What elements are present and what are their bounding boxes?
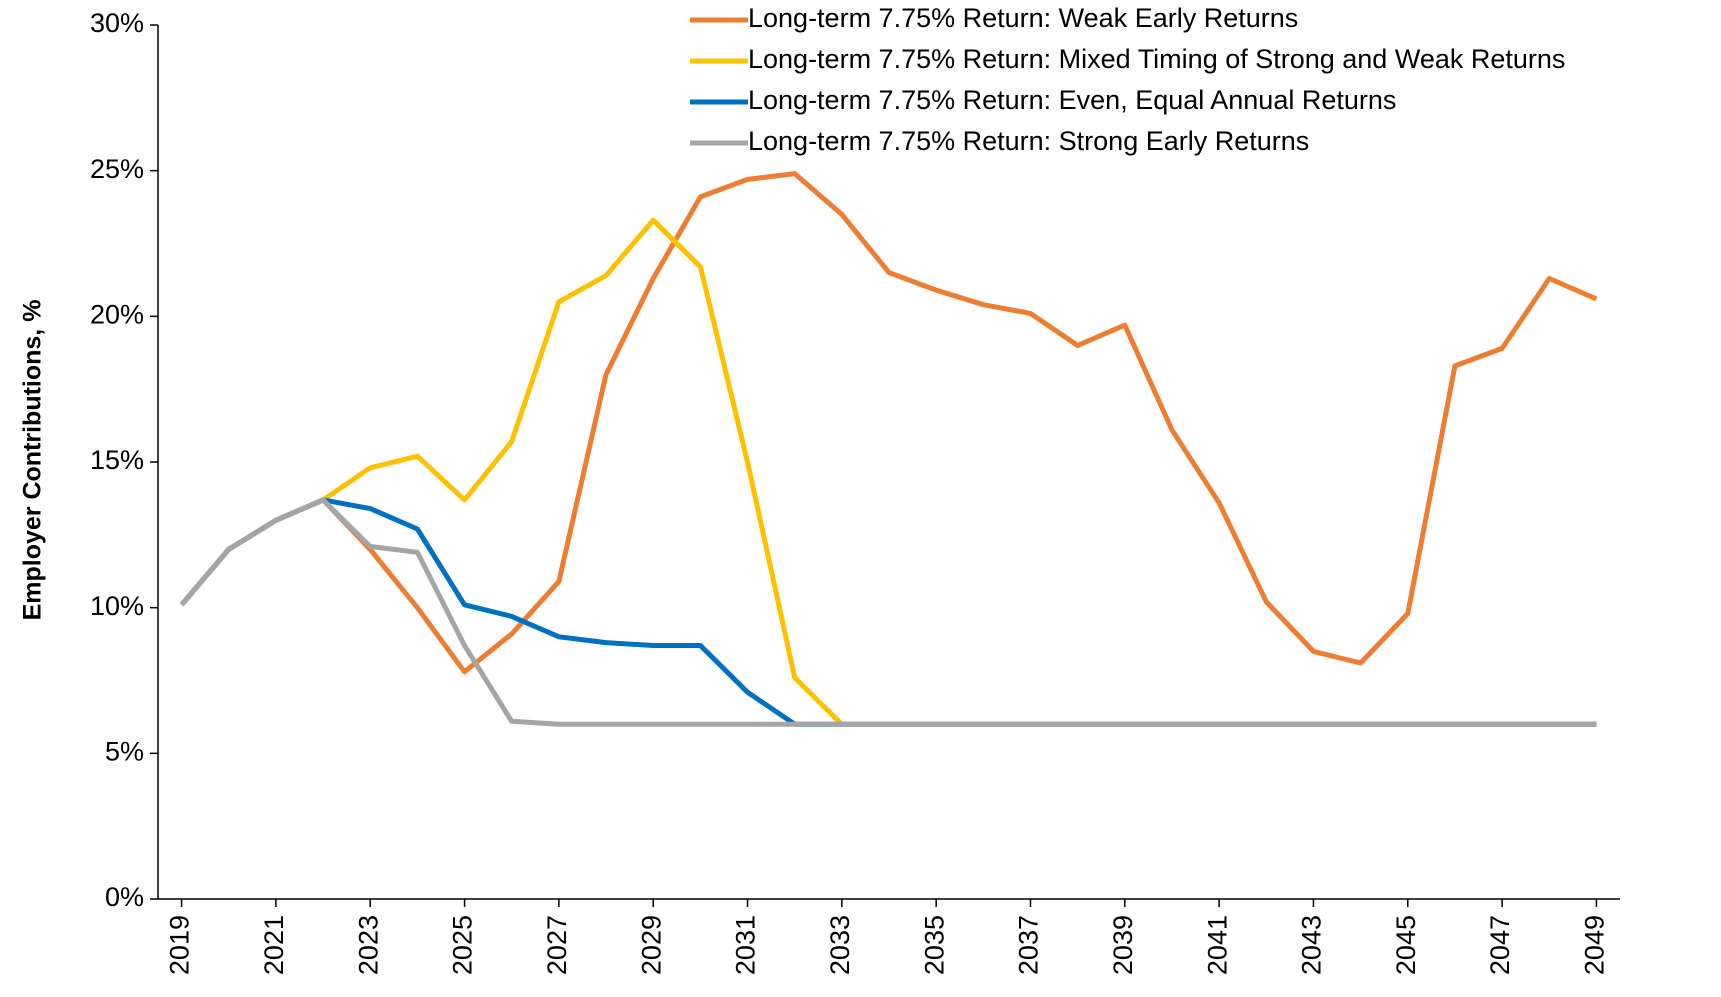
y-tick-label: 0%: [105, 882, 144, 912]
x-tick-label: 2025: [448, 915, 478, 975]
y-tick-label: 10%: [90, 591, 144, 621]
x-tick-label: 2035: [919, 915, 949, 975]
y-tick-label: 25%: [90, 154, 144, 184]
legend-label: Long-term 7.75% Return: Strong Early Ret…: [748, 126, 1309, 156]
x-tick-label: 2037: [1014, 915, 1044, 975]
y-tick-label: 20%: [90, 299, 144, 329]
x-tick-label: 2029: [636, 915, 666, 975]
x-tick-label: 2039: [1108, 915, 1138, 975]
x-tick-label: 2019: [165, 915, 195, 975]
legend-label: Long-term 7.75% Return: Weak Early Retur…: [748, 3, 1298, 33]
legend-label: Long-term 7.75% Return: Even, Equal Annu…: [748, 85, 1396, 115]
y-tick-label: 30%: [90, 8, 144, 38]
x-tick-label: 2023: [353, 915, 383, 975]
x-tick-label: 2033: [825, 915, 855, 975]
x-tick-label: 2021: [259, 915, 289, 975]
x-tick-label: 2049: [1580, 915, 1610, 975]
x-tick-label: 2047: [1485, 915, 1515, 975]
series-line: [179, 217, 1597, 727]
y-axis-label: Employer Contributions, %: [19, 300, 47, 621]
series-line: [179, 497, 1597, 727]
x-tick-label: 2027: [542, 915, 572, 975]
x-tick-label: 2031: [731, 915, 761, 975]
x-tick-label: 2045: [1391, 915, 1421, 975]
legend-label: Long-term 7.75% Return: Mixed Timing of …: [748, 44, 1565, 74]
y-tick-label: 5%: [105, 736, 144, 766]
y-tick-label: 15%: [90, 445, 144, 475]
x-tick-label: 2041: [1202, 915, 1232, 975]
x-tick-label: 2043: [1297, 915, 1327, 975]
series-line: [179, 171, 1598, 675]
series-line: [179, 497, 1597, 727]
